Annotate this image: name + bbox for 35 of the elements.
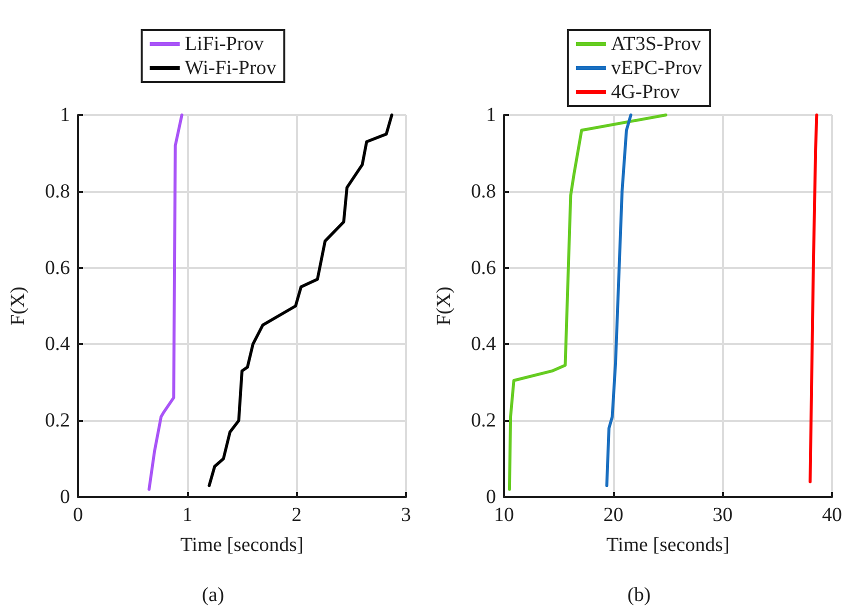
y-tick-label: 0.2 <box>471 410 496 432</box>
y-tick-label: 0 <box>60 486 70 508</box>
y-tick-label: 0.6 <box>471 256 496 279</box>
x-tick-label: 40 <box>822 504 842 526</box>
legend-label: AT3S-Prov <box>610 33 701 55</box>
line-series <box>508 114 668 491</box>
legend-label: Wi-Fi-Prov <box>184 57 276 79</box>
y-tick-label: 0.6 <box>45 256 70 279</box>
line-series <box>605 114 632 488</box>
y-tick-label: 0.8 <box>45 180 70 202</box>
x-tick-label: 10 <box>494 504 514 526</box>
y-tick-label: 0.4 <box>471 333 496 356</box>
line-series <box>148 114 184 491</box>
x-axis-title: Time [seconds] <box>606 534 730 556</box>
text: (b) <box>627 584 651 606</box>
y-axis-title: F(X) <box>433 286 455 326</box>
legend-label: 4G-Prov <box>610 81 680 103</box>
line-series <box>808 114 818 484</box>
x-tick-label: 20 <box>603 504 624 526</box>
legend-label: vEPC-Prov <box>610 57 702 79</box>
y-tick-label: 1 <box>60 104 70 126</box>
line-series <box>208 114 394 488</box>
y-axis-title: F(X) <box>7 286 29 326</box>
x-tick-label: 2 <box>292 504 302 526</box>
y-tick-label: 0.2 <box>45 410 70 432</box>
y-tick-label: 0 <box>486 486 496 508</box>
text: (a) <box>202 584 224 606</box>
y-tick-label: 1 <box>486 104 496 126</box>
x-tick-label: 1 <box>182 504 192 526</box>
x-tick-label: 3 <box>401 504 411 526</box>
x-axis-title: Time [seconds] <box>180 534 304 556</box>
y-tick-label: 0.8 <box>471 180 496 202</box>
y-tick-label: 0.4 <box>45 333 70 356</box>
x-tick-label: 30 <box>712 504 733 526</box>
legend-label: LiFi-Prov <box>184 33 264 55</box>
